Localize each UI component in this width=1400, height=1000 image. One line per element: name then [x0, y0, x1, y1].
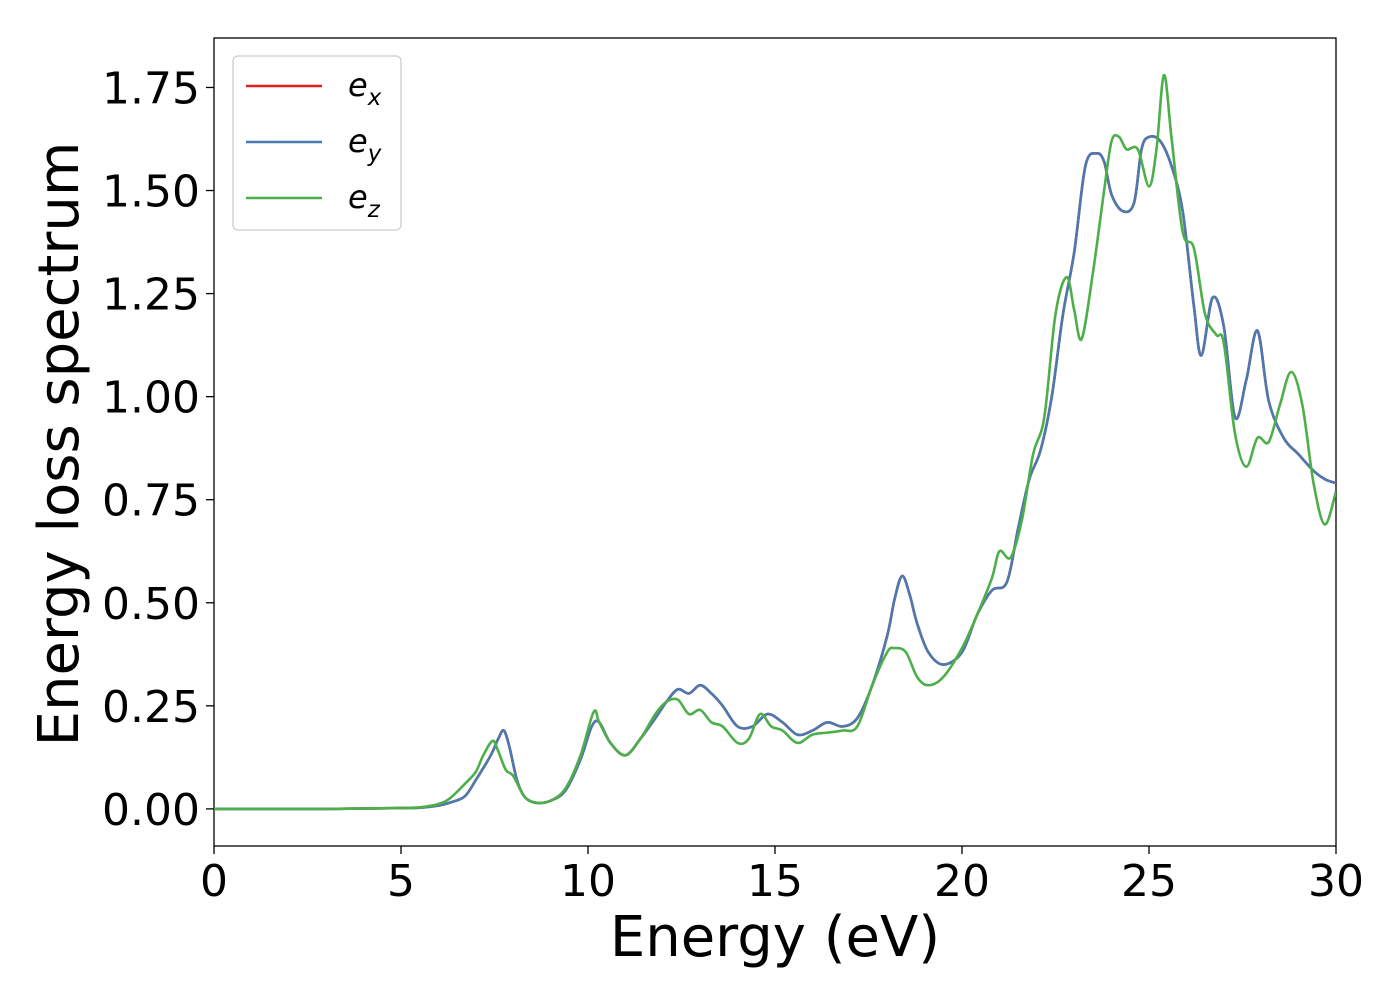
y-tick-label: 0.00	[102, 785, 200, 836]
legend-label-ey: ey	[348, 122, 382, 167]
x-axis-ticks: 0 5 10 15 20 25 30	[200, 846, 1364, 907]
y-tick-label: 1.00	[102, 373, 200, 424]
x-tick-label: 5	[387, 856, 415, 907]
series-layer	[214, 73, 1336, 811]
x-tick-label: 0	[200, 856, 228, 907]
x-axis-title: Energy (eV)	[610, 905, 940, 970]
legend-label-ex: ex	[348, 66, 382, 111]
legend-label-ez: ez	[348, 178, 381, 223]
y-tick-label: 0.75	[102, 476, 200, 527]
y-tick-label: 0.50	[102, 579, 200, 630]
y-tick-label: 1.50	[102, 167, 200, 218]
y-tick-label: 1.75	[102, 63, 200, 114]
x-tick-label: 10	[560, 856, 616, 907]
series-line-ey	[214, 135, 1336, 811]
x-tick-label: 30	[1308, 856, 1364, 907]
x-tick-label: 15	[747, 856, 803, 907]
y-axis-title: Energy loss spectrum	[27, 142, 92, 747]
series-line-ex	[214, 135, 1336, 811]
legend: ex ey ez	[232, 55, 402, 231]
x-tick-label: 25	[1121, 856, 1177, 907]
x-tick-label: 20	[934, 856, 990, 907]
y-tick-label: 1.25	[102, 270, 200, 321]
y-axis-ticks: 0.00 0.25 0.50 0.75 1.00 1.25 1.50 1.75	[102, 63, 214, 836]
series-line-ez	[214, 73, 1336, 811]
y-tick-label: 0.25	[102, 682, 200, 733]
